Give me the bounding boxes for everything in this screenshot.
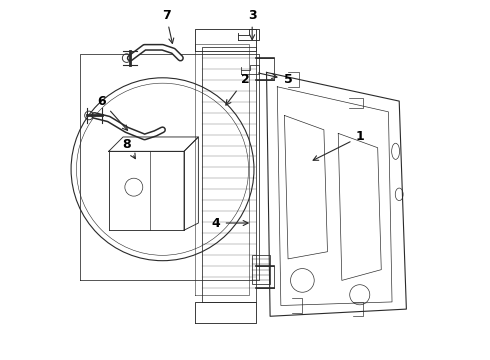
Text: 5: 5 [258,73,293,86]
Text: 2: 2 [226,73,249,105]
Text: 3: 3 [248,9,256,40]
Text: 8: 8 [122,138,135,159]
Text: 1: 1 [313,130,364,160]
Bar [252,255,270,284]
Text: 4: 4 [212,216,248,230]
Text: 6: 6 [97,95,127,130]
Text: 7: 7 [162,9,174,44]
